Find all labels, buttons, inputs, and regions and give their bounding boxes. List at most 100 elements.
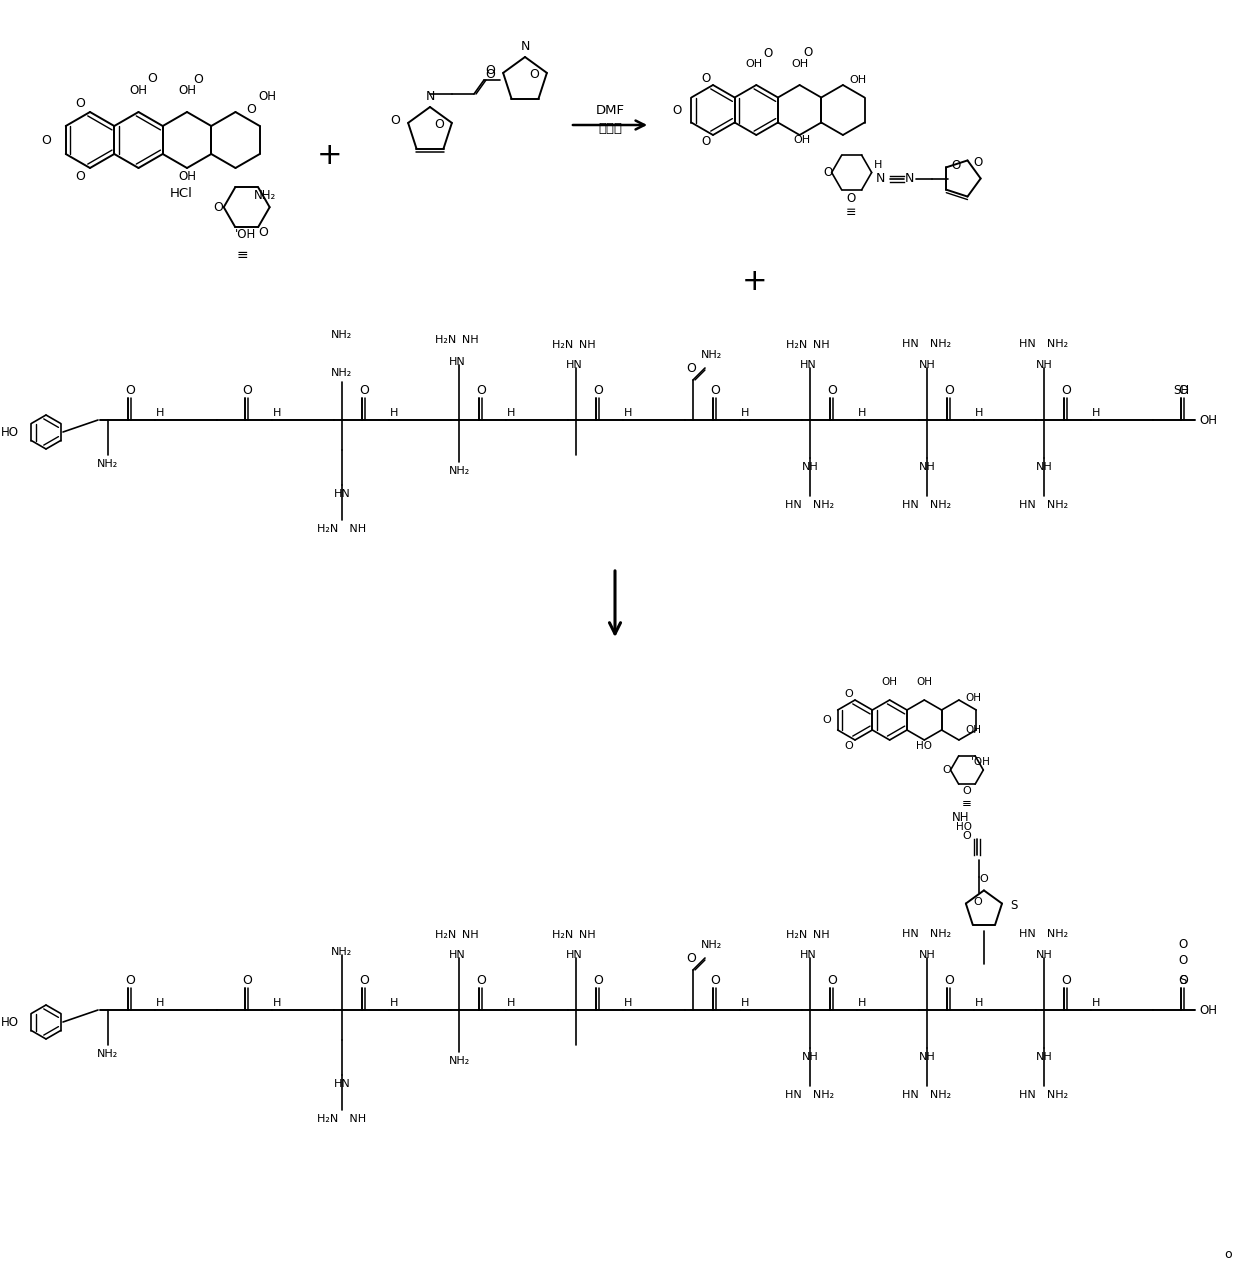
- Text: O: O: [804, 46, 813, 60]
- Text: OH: OH: [179, 85, 196, 98]
- Text: HCl: HCl: [170, 186, 193, 199]
- Text: O: O: [844, 689, 853, 699]
- Text: HN NH₂: HN NH₂: [903, 339, 951, 349]
- Text: NH: NH: [1035, 360, 1053, 370]
- Text: O: O: [942, 765, 951, 775]
- Text: O: O: [1178, 974, 1188, 987]
- Text: O: O: [711, 974, 720, 987]
- Text: S: S: [1011, 899, 1018, 912]
- Text: HO: HO: [956, 823, 972, 832]
- Text: H₂N NH: H₂N NH: [552, 929, 595, 940]
- Text: N: N: [425, 90, 435, 104]
- Text: H₂N NH: H₂N NH: [317, 524, 367, 534]
- Text: OH: OH: [849, 75, 867, 85]
- Text: NH₂: NH₂: [449, 467, 470, 476]
- Text: HN: HN: [449, 358, 465, 366]
- Text: NH: NH: [919, 950, 935, 960]
- Text: HN NH₂: HN NH₂: [903, 500, 951, 510]
- Text: H: H: [1091, 408, 1100, 418]
- Text: O: O: [529, 68, 539, 81]
- Text: DMF: DMF: [595, 104, 625, 118]
- Text: OH: OH: [794, 134, 811, 145]
- Text: H₂N NH: H₂N NH: [435, 335, 479, 345]
- Text: HO: HO: [1, 426, 19, 439]
- Text: O: O: [962, 786, 971, 796]
- Text: NH₂: NH₂: [98, 1049, 119, 1059]
- Text: HN: HN: [565, 360, 583, 370]
- Text: HN: HN: [334, 1079, 351, 1089]
- Text: O: O: [973, 896, 982, 907]
- Text: H: H: [873, 160, 882, 170]
- Text: O: O: [360, 383, 370, 397]
- Text: HN: HN: [800, 950, 816, 960]
- Text: NH₂: NH₂: [254, 189, 277, 202]
- Text: H: H: [273, 408, 281, 418]
- Text: 'OH: 'OH: [971, 757, 990, 767]
- Text: OH: OH: [745, 58, 763, 68]
- Text: O: O: [1178, 954, 1188, 966]
- Text: H₂N NH: H₂N NH: [786, 340, 830, 350]
- Text: N: N: [521, 41, 529, 53]
- Text: O: O: [485, 65, 495, 77]
- Text: H: H: [740, 408, 749, 418]
- Text: H: H: [624, 998, 632, 1008]
- Text: O: O: [701, 72, 711, 85]
- Text: O: O: [846, 191, 856, 205]
- Text: H: H: [975, 998, 983, 1008]
- Text: O: O: [701, 134, 711, 148]
- Text: NH: NH: [1035, 950, 1053, 960]
- Text: O: O: [1061, 974, 1071, 987]
- Text: NH: NH: [801, 462, 818, 472]
- Text: H₂N NH: H₂N NH: [552, 340, 595, 350]
- Text: O: O: [711, 383, 720, 397]
- Text: 'OH: 'OH: [234, 228, 257, 241]
- Text: O: O: [827, 974, 837, 987]
- Text: NH₂: NH₂: [331, 947, 352, 957]
- Text: O: O: [763, 47, 773, 61]
- Text: HN NH₂: HN NH₂: [903, 1090, 951, 1101]
- Text: H: H: [1091, 998, 1100, 1008]
- Text: NH₂: NH₂: [449, 1056, 470, 1066]
- Text: O: O: [944, 383, 954, 397]
- Text: OH: OH: [882, 677, 898, 687]
- Text: O: O: [76, 170, 86, 183]
- Text: H₂N NH: H₂N NH: [435, 929, 479, 940]
- Text: +: +: [317, 141, 342, 170]
- Text: O: O: [980, 875, 988, 884]
- Text: 三乙胺: 三乙胺: [598, 123, 622, 136]
- Text: NH₂: NH₂: [701, 940, 722, 950]
- Text: S: S: [1179, 974, 1187, 987]
- Text: OH: OH: [1199, 413, 1216, 426]
- Text: O: O: [593, 974, 603, 987]
- Text: NH: NH: [919, 360, 935, 370]
- Text: H: H: [507, 998, 515, 1008]
- Text: H: H: [858, 408, 867, 418]
- Text: O: O: [844, 741, 853, 751]
- Text: OH: OH: [1199, 1003, 1216, 1017]
- Text: HO: HO: [1, 1016, 19, 1028]
- Text: OH: OH: [916, 677, 932, 687]
- Text: NH: NH: [1035, 1052, 1053, 1063]
- Text: H: H: [507, 408, 515, 418]
- Text: O: O: [476, 974, 486, 987]
- Text: H: H: [156, 998, 164, 1008]
- Text: HN: HN: [565, 950, 583, 960]
- Text: O: O: [485, 67, 495, 80]
- Text: NH₂: NH₂: [331, 330, 352, 340]
- Text: NH: NH: [919, 462, 935, 472]
- Text: O: O: [76, 98, 86, 110]
- Text: OH: OH: [965, 694, 981, 702]
- Text: H₂N NH: H₂N NH: [317, 1115, 367, 1123]
- Text: O: O: [125, 974, 135, 987]
- Text: O: O: [125, 383, 135, 397]
- Text: NH₂: NH₂: [331, 368, 352, 378]
- Text: HN NH₂: HN NH₂: [1019, 500, 1069, 510]
- Text: H: H: [624, 408, 632, 418]
- Text: O: O: [42, 133, 52, 147]
- Text: O: O: [686, 361, 696, 374]
- Text: H: H: [389, 998, 398, 1008]
- Text: O: O: [672, 104, 681, 117]
- Text: HN NH₂: HN NH₂: [1019, 339, 1069, 349]
- Text: O: O: [246, 103, 255, 115]
- Text: HN NH₂: HN NH₂: [1019, 929, 1069, 940]
